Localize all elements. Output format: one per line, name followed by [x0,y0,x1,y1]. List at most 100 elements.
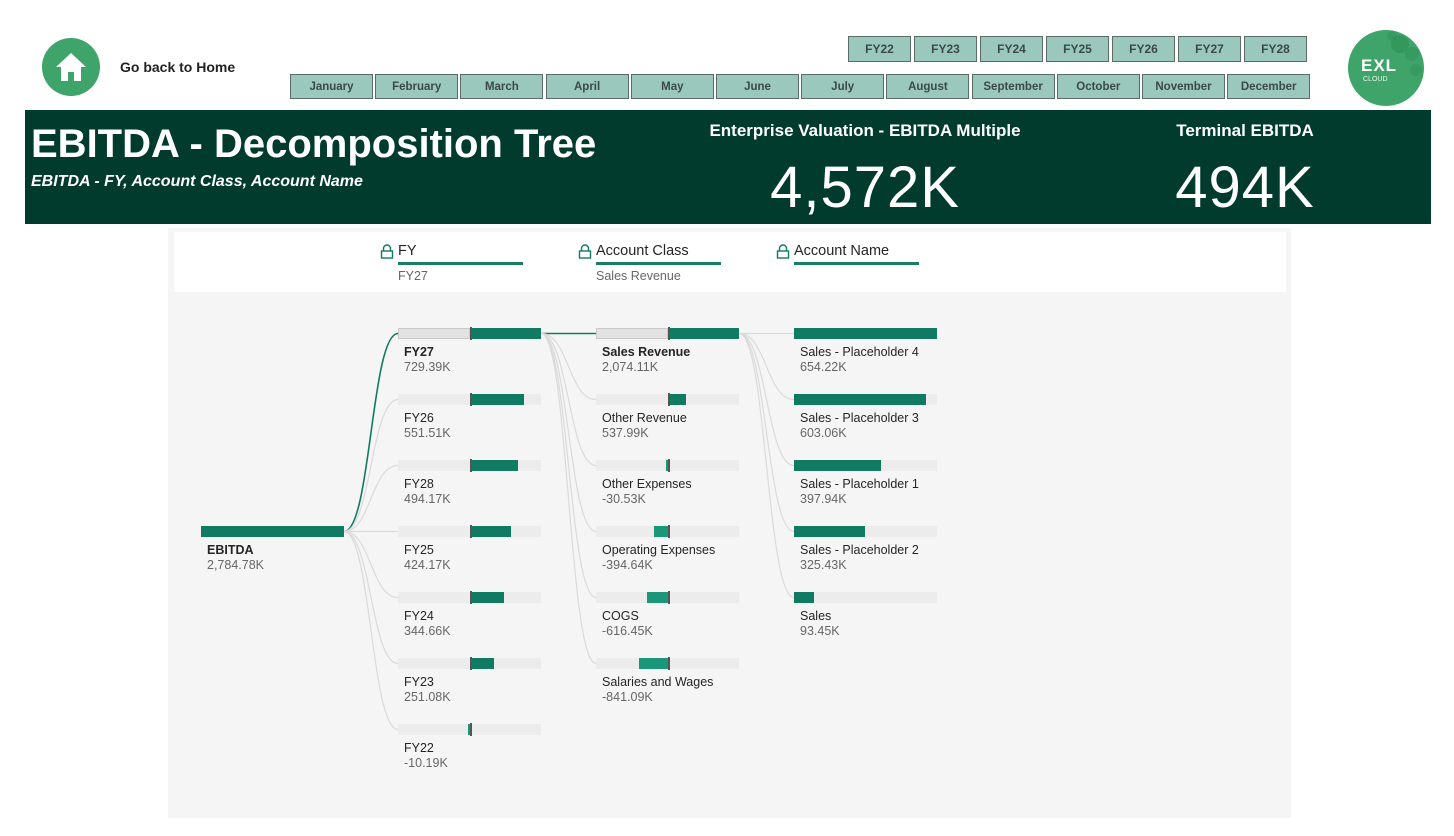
node-bar-fill [470,328,541,339]
node-value: -616.45K [602,624,653,638]
month-slicer-button[interactable]: May [630,74,714,99]
month-slicer-button[interactable]: February [375,74,459,99]
node-bar-fill [639,658,668,669]
level-title: Account Class [596,243,689,259]
tree-node[interactable]: FY25 424.17K [398,525,541,573]
fy-slicer-button[interactable]: FY24 [980,36,1043,62]
node-value: 2,074.11K [602,360,659,374]
home-button[interactable] [42,38,100,96]
node-value: -394.64K [602,558,653,572]
tree-node[interactable]: FY27 729.39K [398,327,541,375]
node-label: Operating Expenses [602,543,716,557]
level-title: Account Name [794,243,890,259]
node-bar [596,591,739,604]
lock-icon [380,244,394,259]
home-icon [56,53,86,81]
node-label: FY25 [404,543,434,557]
tree-node[interactable]: Sales Revenue 2,074.11K [596,327,739,375]
tree-node[interactable]: COGS -616.45K [596,591,739,639]
node-value: 551.51K [404,426,451,440]
month-slicer-button[interactable]: January [290,74,373,99]
decomposition-tree-visual [168,228,1291,818]
node-value: 397.94K [800,492,847,506]
tree-node[interactable]: Salaries and Wages -841.09K [596,657,739,705]
fy-slicer-button[interactable]: FY25 [1046,36,1109,62]
tree-node[interactable]: Sales 93.45K [794,592,937,639]
node-bar [794,328,937,339]
fy-slicer-button[interactable]: FY27 [1178,36,1241,62]
fy-slicer-button[interactable]: FY28 [1244,36,1307,62]
level-title: FY [398,243,417,259]
tree-node[interactable]: FY22 -10.19K [398,723,541,771]
node-label: FY23 [404,675,434,689]
node-label: Sales [800,609,832,623]
node-label: FY24 [404,609,434,623]
lock-icon [578,244,592,259]
level-selected-value: Sales Revenue [596,269,681,283]
fy-slicer-button[interactable]: FY26 [1112,36,1175,62]
fy-slicer-button[interactable]: FY22 [848,36,911,62]
node-value: 729.39K [404,360,451,374]
tree-node[interactable]: Sales - Placeholder 1 397.94K [794,460,937,507]
node-label: Sales - Placeholder 3 [800,411,919,425]
node-bar [398,327,541,340]
tree-node[interactable]: Operating Expenses -394.64K [596,525,739,573]
tree-node[interactable]: Other Revenue 537.99K [596,393,739,441]
node-label: COGS [602,609,639,623]
tree-node[interactable]: Sales - Placeholder 2 325.43K [794,526,937,573]
month-slicer-button[interactable]: October [1056,74,1140,99]
header-banner: EBITDA - Decomposition Tree EBITDA - FY,… [25,110,1431,224]
node-label: Other Expenses [602,477,692,491]
node-label: FY28 [404,477,434,491]
node-value: 494.17K [404,492,451,506]
node-bar [596,393,739,406]
node-value: -841.09K [602,690,653,704]
node-bar [596,459,739,472]
node-value: 251.08K [404,690,451,704]
month-slicer-button[interactable]: September [971,74,1055,99]
node-value: -30.53K [602,492,646,506]
month-slicer-button[interactable]: April [545,74,629,99]
node-value: 537.99K [602,426,649,440]
node-bar-fill [794,592,815,603]
month-slicer-button[interactable]: June [716,74,799,99]
tree-node[interactable]: Sales - Placeholder 4 654.22K [794,328,937,375]
page-subtitle: EBITDA - FY, Account Class, Account Name [31,173,363,190]
month-slicer-button[interactable]: March [460,74,544,99]
kpi-ev-label: Enterprise Valuation - EBITDA Multiple [709,121,1021,140]
month-slicer-button[interactable]: November [1142,74,1225,99]
month-slicer-button[interactable]: December [1227,74,1311,99]
fy-slicer-button[interactable]: FY23 [914,36,977,62]
node-value: 654.22K [800,360,847,374]
node-bar-fill [470,394,524,405]
level-header-fy[interactable]: FY FY27 [380,242,523,283]
node-bar [398,723,541,736]
node-value: 344.66K [404,624,451,638]
node-bar-fill [470,658,495,669]
tree-node[interactable]: Other Expenses -30.53K [596,459,739,507]
node-bar [201,526,344,537]
node-bar [794,460,937,471]
tree-node[interactable]: FY28 494.17K [398,459,541,507]
node-label: FY22 [404,741,434,755]
month-slicer-button[interactable]: August [886,74,970,99]
tree-node[interactable]: FY26 551.51K [398,393,541,441]
month-slicer-button[interactable]: July [801,74,885,99]
level-header-account-name[interactable]: Account Name [776,242,919,265]
node-bar [794,526,937,537]
company-logo: EXL CLOUD [1348,30,1424,106]
node-value: 424.17K [404,558,451,572]
node-label: Sales - Placeholder 2 [800,543,919,557]
node-bar-fill [794,328,937,339]
node-label: Sales - Placeholder 1 [800,477,919,491]
tree-node[interactable]: Sales - Placeholder 3 603.06K [794,394,937,441]
node-value: 603.06K [800,426,847,440]
level-header-account-class[interactable]: Account Class Sales Revenue [578,242,721,283]
node-label: FY27 [404,345,434,359]
node-bar-fill [470,460,519,471]
tree-node[interactable]: FY23 251.08K [398,657,541,705]
home-link-label[interactable]: Go back to Home [120,59,236,75]
tree-root-node[interactable]: EBITDA 2,784.78K [201,526,344,573]
node-bar-fill [201,526,344,537]
tree-node[interactable]: FY24 344.66K [398,591,541,639]
